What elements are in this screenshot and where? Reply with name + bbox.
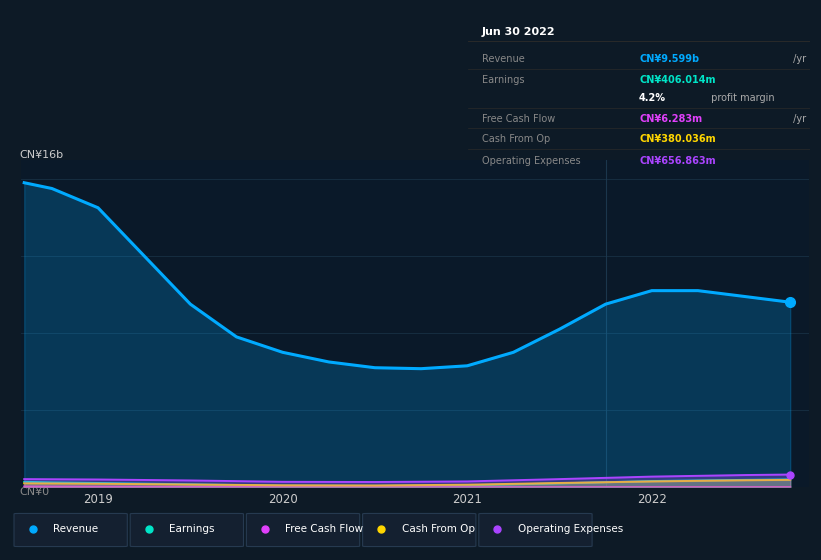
FancyBboxPatch shape xyxy=(479,514,592,547)
Text: CN¥16b: CN¥16b xyxy=(19,150,63,160)
Text: Cash From Op: Cash From Op xyxy=(401,524,475,534)
Text: 4.2%: 4.2% xyxy=(639,92,666,102)
Text: Jun 30 2022: Jun 30 2022 xyxy=(482,27,555,37)
Text: Cash From Op: Cash From Op xyxy=(482,134,550,144)
FancyBboxPatch shape xyxy=(131,514,244,547)
FancyBboxPatch shape xyxy=(363,514,476,547)
FancyBboxPatch shape xyxy=(246,514,360,547)
Text: CN¥406.014m: CN¥406.014m xyxy=(639,74,715,85)
Text: Revenue: Revenue xyxy=(482,54,525,63)
Text: CN¥9.599b: CN¥9.599b xyxy=(639,54,699,63)
Text: CN¥656.863m: CN¥656.863m xyxy=(639,156,716,166)
FancyBboxPatch shape xyxy=(14,514,127,547)
Text: Earnings: Earnings xyxy=(169,524,214,534)
Text: Revenue: Revenue xyxy=(53,524,98,534)
Text: CN¥380.036m: CN¥380.036m xyxy=(639,134,716,144)
Text: Earnings: Earnings xyxy=(482,74,524,85)
Text: Free Cash Flow: Free Cash Flow xyxy=(286,524,364,534)
Text: Operating Expenses: Operating Expenses xyxy=(518,524,623,534)
Text: /yr: /yr xyxy=(790,114,806,124)
Text: Free Cash Flow: Free Cash Flow xyxy=(482,114,555,124)
Text: CN¥0: CN¥0 xyxy=(19,487,49,497)
Text: profit margin: profit margin xyxy=(708,92,775,102)
Text: CN¥6.283m: CN¥6.283m xyxy=(639,114,702,124)
Text: Operating Expenses: Operating Expenses xyxy=(482,156,580,166)
Text: /yr: /yr xyxy=(790,54,806,63)
